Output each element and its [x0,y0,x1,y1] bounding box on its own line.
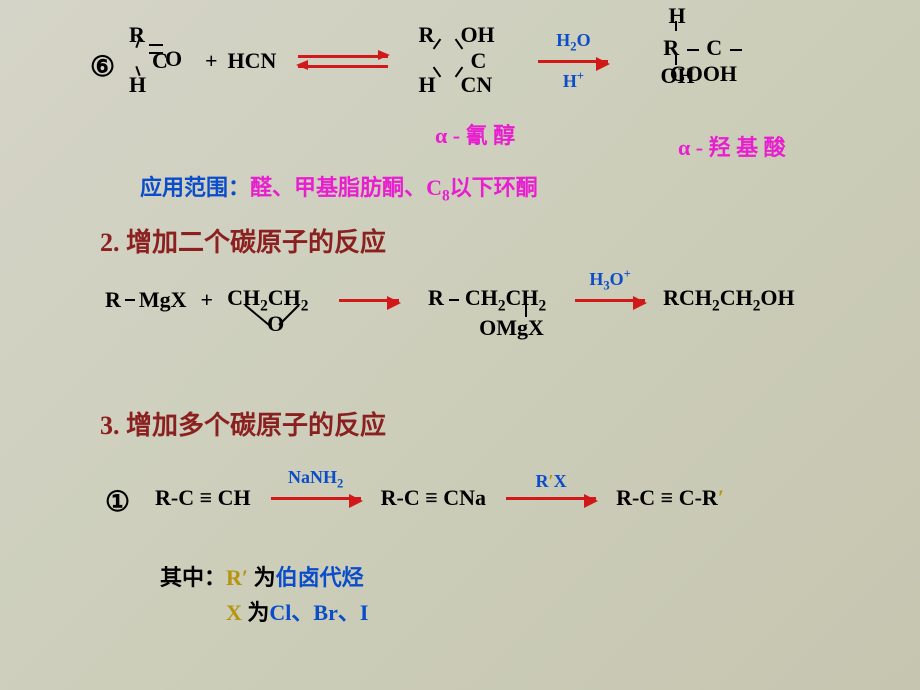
rxn2-int-ch2ch2: CH2CH2 [465,285,546,310]
int-h: H [418,72,435,98]
rxn1-int-label: α - 氰 醇 [435,118,515,150]
int-cn: CN [460,72,492,98]
struct-h: H [129,72,146,98]
scope-item1: 醛 [250,175,272,200]
where-l2b: 为 [242,600,270,625]
scope-line: 应用范围：醛、甲基脂肪酮、C8以下环酮 [140,170,538,205]
equilibrium-arrow [298,47,388,75]
rxn1-prod-label: α - 羟 基 酸 [678,130,786,162]
rxn2-int-omgx: OMgX [479,315,544,341]
rxn1-intermediate: R OH C H CN [418,48,518,74]
where-block: 其中：R′ 为伯卤代烃 X 为Cl、Br、I [160,560,368,630]
arrow-bot-label: H+ [538,69,608,92]
rxn3-arrow2: R′X [506,497,596,500]
prod-oh: OH [660,63,694,89]
rxn2-mgx: MgX [139,287,187,313]
epoxide-o: O [267,311,284,337]
rxn2-int-r: R [428,285,444,310]
rxn3-arrow1: NaNH2 [271,497,361,500]
where-r: R′ [226,565,248,590]
where-x: X [226,600,242,625]
rxn2-product: RCH2CH2OH [663,285,795,315]
rxn3-arrow2-label: R′X [506,471,596,492]
where-prefix: 其中： [160,565,226,590]
rxn1-product: H R C COOH OH [628,35,778,87]
rxn2-r: R [105,287,121,313]
rxn3-arrow1-label: NaNH2 [271,467,361,492]
where-l1b: 为 [248,565,276,590]
where-l2c: Cl、Br、I [269,600,368,625]
rxn2-arrow2: H3O+ [575,299,645,302]
rxn3-marker: ① [105,485,130,519]
rxn2-intermediate: R CH2CH2 OMgX [417,285,557,315]
hydroxyacid-label: α - 羟 基 酸 [678,135,786,160]
reaction-1: R H C O + HCN R OH C H CN H2O H+ H R C C… [90,35,900,87]
rxn2-arrow1 [339,299,399,302]
scope-item3: C8以下环酮 [426,175,538,200]
reaction-2: R MgX + CH2CH2 O R CH2CH2 OMgX H3O+ RCH2… [105,285,895,315]
heading-3: 3. 增加多个碳原子的反应 [100,405,386,442]
where-line2: X 为Cl、Br、I [160,595,368,630]
where-line1: 其中：R′ 为伯卤代烃 [160,560,368,595]
scope-item2: 甲基脂肪酮 [294,175,404,200]
arrow-top-label: H2O [538,30,608,55]
struct-o: O [165,46,182,72]
reaction-3: R-C ≡ CH NaNH2 R-C ≡ CNa R′X R-C ≡ C-R′ [155,485,724,511]
scope-prefix: 应用范围： [140,175,250,200]
plus-sign: + [205,48,218,74]
arrow-h2o: H2O H+ [538,60,608,63]
rxn3-intermediate: R-C ≡ CNa [381,485,486,511]
rxn2-plus: + [201,287,214,313]
scope-sep2: 、 [404,175,426,200]
int-c: C [470,48,486,73]
rxn1-hcn: HCN [228,48,277,74]
scope-sep: 、 [272,175,294,200]
where-l1c: 伯卤代烃 [276,565,364,590]
int-oh: OH [460,22,494,48]
rxn3-reactant: R-C ≡ CH [155,485,251,511]
heading-2: 2. 增加二个碳原子的反应 [100,222,386,259]
rxn2-arrow2-label: H3O+ [575,267,645,294]
cyanohydrin-label: α - 氰 醇 [435,123,515,148]
rxn3-product: R-C ≡ C-R′ [616,485,724,511]
rxn2-epoxide: CH2CH2 O [227,285,321,315]
int-r: R [418,22,434,48]
prod-c: C [706,35,722,60]
rxn1-reactant1: R H C O [125,48,195,74]
